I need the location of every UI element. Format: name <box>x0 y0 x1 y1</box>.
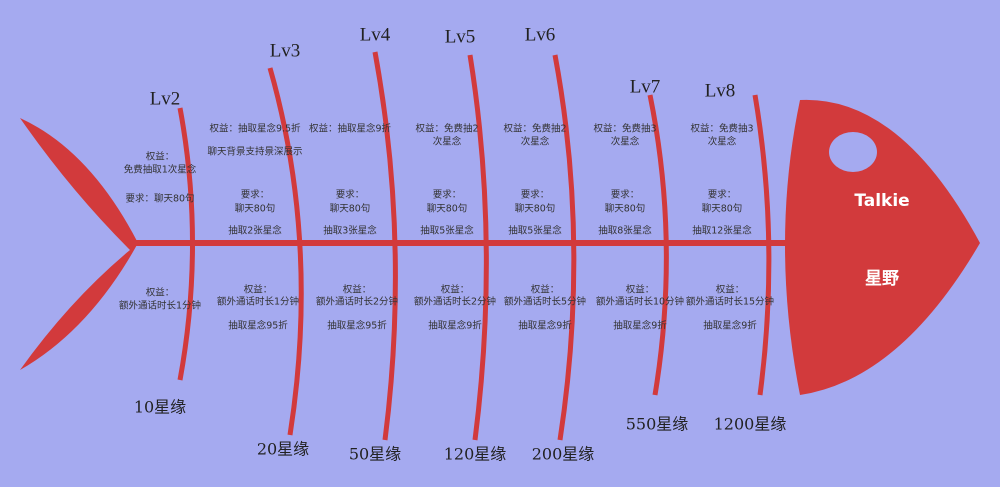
benefit-text: 权益： <box>146 151 175 163</box>
bone <box>552 54 577 441</box>
threshold-label: 1200星缘 <box>714 415 787 434</box>
benefit-text: 聊天80句 <box>605 203 646 215</box>
benefit-text: 聊天80句 <box>702 203 743 215</box>
benefit-text: 要求： <box>521 189 550 201</box>
benefit-text: 权益： <box>716 284 745 296</box>
benefit-text: 权益： <box>531 284 560 296</box>
benefit-text: 聊天80句 <box>235 203 276 215</box>
benefit-text: 抽取星念9折 <box>518 320 572 332</box>
head <box>785 99 980 395</box>
benefit-text: 聊天背景支持景深展示 <box>207 146 302 158</box>
level-label: Lv5 <box>445 26 476 47</box>
head-name: Talkie <box>854 191 909 211</box>
benefit-text: 要求： <box>708 189 737 201</box>
benefit-text: 抽取2张星念 <box>228 225 282 237</box>
benefit-text: 要求： <box>433 189 462 201</box>
benefit-text: 额外通话时长10分钟 <box>596 296 684 308</box>
benefit-text: 额外通话时长1分钟 <box>119 300 201 312</box>
benefit-text: 要求： <box>611 189 640 201</box>
level-label: Lv3 <box>270 40 301 61</box>
benefit-text: 抽取5张星念 <box>420 225 474 237</box>
benefit-text: 抽取星念9折 <box>703 320 757 332</box>
level-label: Lv8 <box>705 80 736 101</box>
threshold-label: 10星缘 <box>134 398 186 417</box>
benefit-text: 抽取3张星念 <box>323 225 377 237</box>
benefit-text: 抽取5张星念 <box>508 225 562 237</box>
benefit-text: 权益： <box>244 284 273 296</box>
benefit-text: 额外通话时长5分钟 <box>504 296 586 308</box>
benefit-text: 权益： <box>441 284 470 296</box>
benefit-text: 次星念 <box>521 136 550 148</box>
benefit-text: 要求： <box>336 189 365 201</box>
benefit-text: 权益：抽取星念9.5折 <box>209 123 301 135</box>
benefit-text: 权益： <box>146 287 175 299</box>
benefit-text: 额外通话时长2分钟 <box>316 296 398 308</box>
benefit-text: 抽取星念95折 <box>228 320 288 332</box>
bone <box>467 54 489 441</box>
benefit-text: 额外通话时长15分钟 <box>686 296 774 308</box>
benefit-text: 权益：抽取星念9折 <box>309 123 392 135</box>
benefit-text: 次星念 <box>433 136 462 148</box>
bone <box>647 94 669 396</box>
level-label: Lv6 <box>525 24 556 45</box>
threshold-label: 120星缘 <box>444 445 507 464</box>
benefit-text: 额外通话时长1分钟 <box>217 296 299 308</box>
level-label: Lv7 <box>630 76 661 97</box>
benefit-text: 抽取8张星念 <box>598 225 652 237</box>
tail <box>20 118 138 370</box>
benefit-text: 抽取星念9折 <box>613 320 667 332</box>
benefit-text: 权益： <box>343 284 372 296</box>
head-subtitle: 星野 <box>865 269 899 289</box>
threshold-label: 550星缘 <box>626 415 689 434</box>
benefit-text: 权益：免费抽2 <box>503 123 566 135</box>
benefit-text: 权益：免费抽2 <box>415 123 478 135</box>
benefit-text: 次星念 <box>708 136 737 148</box>
threshold-label: 50星缘 <box>349 445 401 464</box>
level-label: Lv2 <box>150 88 181 109</box>
benefit-text: 权益：免费抽3 <box>690 123 753 135</box>
bone <box>177 107 195 381</box>
benefit-text: 免费抽取1次星念 <box>124 164 197 176</box>
eye <box>829 132 877 172</box>
benefit-text: 抽取12张星念 <box>692 225 752 237</box>
benefit-text: 抽取星念95折 <box>327 320 387 332</box>
benefit-text: 抽取星念9折 <box>428 320 482 332</box>
bone <box>752 94 772 396</box>
benefit-text: 权益：免费抽3 <box>593 123 656 135</box>
benefit-text: 聊天80句 <box>515 203 556 215</box>
benefit-text: 次星念 <box>611 136 640 148</box>
benefit-text: 要求：聊天80句 <box>125 193 194 205</box>
bone <box>267 67 304 436</box>
benefit-text: 聊天80句 <box>427 203 468 215</box>
level-label: Lv4 <box>360 24 391 45</box>
bone <box>372 51 398 441</box>
threshold-label: 20星缘 <box>257 440 309 459</box>
benefit-text: 额外通话时长2分钟 <box>414 296 496 308</box>
threshold-label: 200星缘 <box>532 445 595 464</box>
benefit-text: 聊天80句 <box>330 203 371 215</box>
benefit-text: 权益： <box>626 284 655 296</box>
benefit-text: 要求： <box>241 189 270 201</box>
